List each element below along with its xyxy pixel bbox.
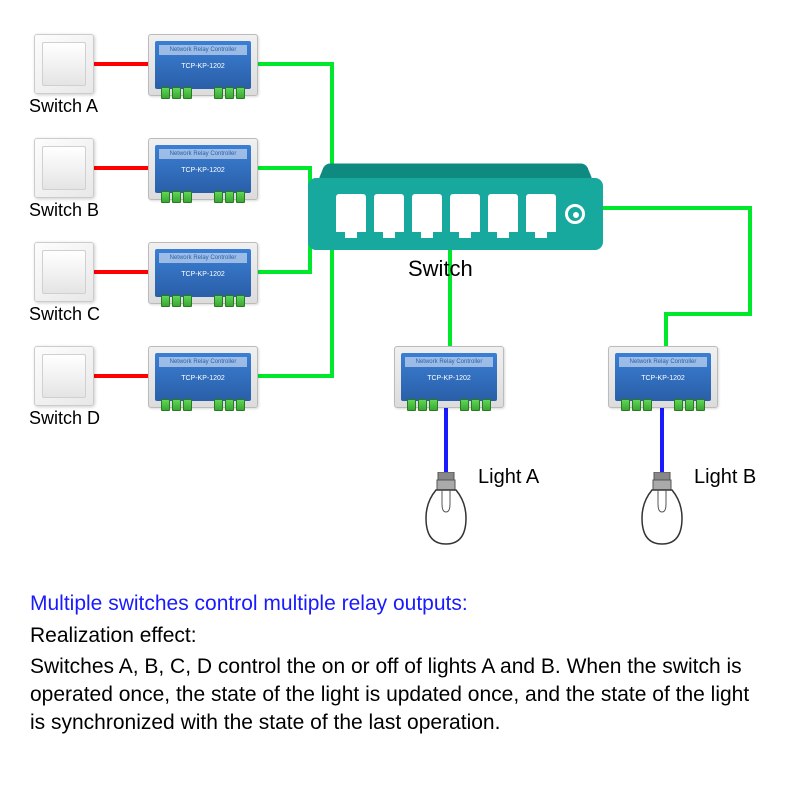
wire-switch-d-relay: [94, 374, 150, 378]
light-b-label: Light B: [694, 466, 756, 489]
wire-relay-d-hub-v: [330, 248, 334, 378]
wire-relay-c-hub-h: [258, 270, 310, 274]
switch-b-label: Switch B: [29, 200, 119, 221]
wire-hub-lightB-v1: [748, 206, 752, 314]
wire-switch-a-relay: [94, 62, 150, 66]
wire-relay-b-hub-h: [258, 166, 310, 170]
wiring-diagram: Switch A Switch B Switch C Switch D Netw…: [0, 0, 800, 580]
light-a: Light A: [418, 472, 474, 550]
description-subheading: Realization effect:: [30, 622, 770, 650]
relay-d: Network Relay Controller TCP-KP-1202: [148, 346, 258, 408]
light-a-label: Light A: [478, 466, 539, 489]
wire-hub-lightB-h2: [664, 312, 752, 316]
wire-relay-d-hub-h: [258, 374, 334, 378]
switch-d-label: Switch D: [29, 408, 119, 429]
relay-light-a: Network Relay Controller TCP-KP-1202: [394, 346, 504, 408]
relay-b: Network Relay Controller TCP-KP-1202: [148, 138, 258, 200]
wall-switch-c: Switch C: [34, 242, 94, 302]
relay-light-b: Network Relay Controller TCP-KP-1202: [608, 346, 718, 408]
wire-relay-lightB: [660, 406, 664, 476]
switch-c-label: Switch C: [29, 304, 119, 325]
description-text: Multiple switches control multiple relay…: [0, 580, 800, 758]
wire-relay-a-hub-h: [258, 62, 334, 66]
wire-hub-right-h: [603, 206, 751, 210]
relay-c: Network Relay Controller TCP-KP-1202: [148, 242, 258, 304]
switch-a-label: Switch A: [29, 96, 119, 117]
network-switch-label: Switch: [408, 256, 473, 282]
relay-a: Network Relay Controller TCP-KP-1202: [148, 34, 258, 96]
wire-relay-lightA: [444, 406, 448, 476]
description-heading: Multiple switches control multiple relay…: [30, 590, 770, 618]
wire-switch-b-relay: [94, 166, 150, 170]
network-switch: Switch: [308, 158, 603, 250]
wall-switch-a: Switch A: [34, 34, 94, 94]
wall-switch-b: Switch B: [34, 138, 94, 198]
wire-switch-c-relay: [94, 270, 150, 274]
light-b: Light B: [634, 472, 690, 550]
description-body: Switches A, B, C, D control the on or of…: [30, 653, 770, 738]
wire-hub-lightB-v2: [664, 312, 668, 348]
wall-switch-d: Switch D: [34, 346, 94, 406]
